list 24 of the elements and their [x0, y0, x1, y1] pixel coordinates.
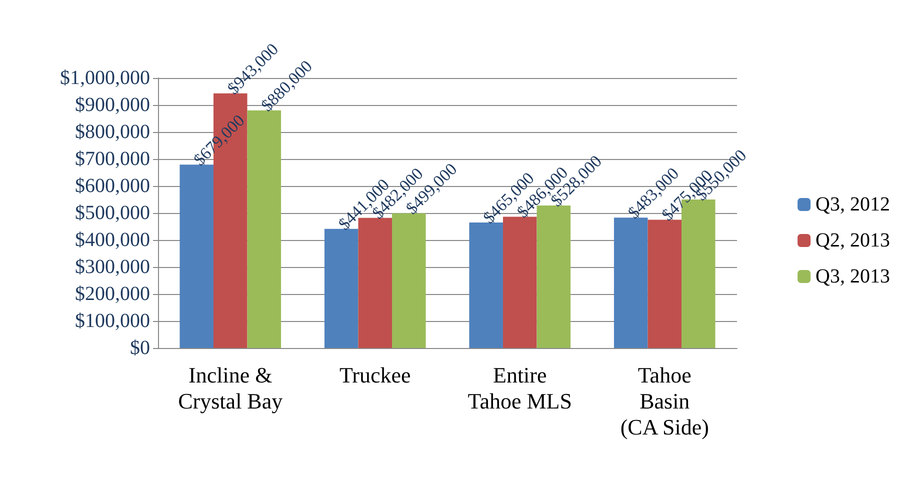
x-tick-label: Incline & Crystal Bay — [178, 362, 283, 414]
y-tick-label: $1,000,000 — [60, 67, 150, 89]
y-tick-label: $500,000 — [75, 202, 150, 224]
y-tick-label: $400,000 — [75, 229, 150, 251]
legend-label: Q2, 2013 — [816, 230, 890, 252]
y-tick-label: $700,000 — [75, 148, 150, 170]
legend-label: Q3, 2012 — [816, 194, 890, 216]
bar — [324, 228, 358, 348]
bar — [180, 164, 214, 348]
y-tick-label: $600,000 — [75, 175, 150, 197]
y-tick-label: $300,000 — [75, 256, 150, 278]
y-tick-label: $0 — [130, 337, 150, 359]
x-tick-label: Tahoe Basin (CA Side) — [620, 362, 709, 440]
legend-label: Q3, 2013 — [816, 266, 890, 288]
bar — [469, 222, 503, 348]
x-tick-label: Entire Tahoe MLS — [468, 362, 572, 414]
bar — [648, 220, 682, 348]
x-tick-label: Truckee — [339, 362, 411, 388]
y-tick-label: $100,000 — [75, 310, 150, 332]
y-tick-label: $200,000 — [75, 283, 150, 305]
bar — [247, 110, 282, 348]
bar — [614, 218, 648, 348]
y-tick-label: $800,000 — [75, 121, 150, 143]
y-tick-label: $900,000 — [75, 94, 150, 116]
